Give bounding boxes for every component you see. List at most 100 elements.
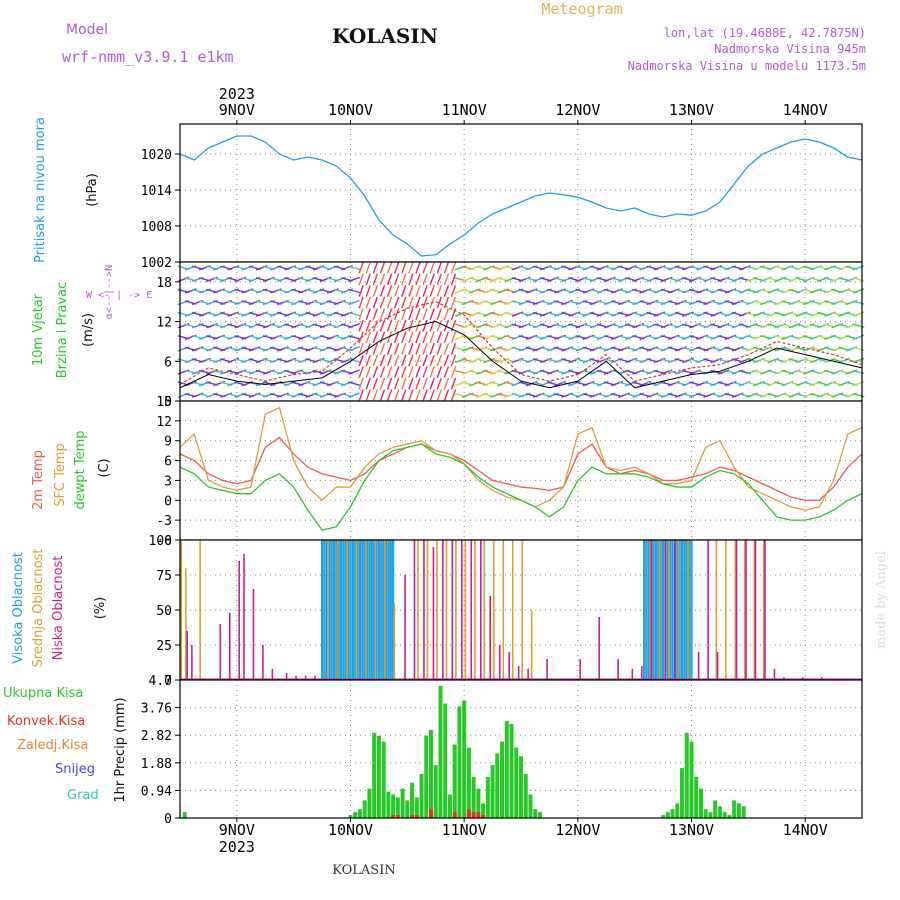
wind-arrow xyxy=(443,285,450,297)
wind-arrow xyxy=(415,366,421,378)
wind-arrow xyxy=(348,311,361,317)
wind-arrow xyxy=(408,319,414,332)
wind-arrow xyxy=(386,377,393,390)
top-day-label: 11NOV xyxy=(442,101,487,119)
wind-arrow xyxy=(372,366,379,378)
wind-arrow xyxy=(443,354,450,367)
wind-arrow xyxy=(372,354,379,367)
precip-bar-0 xyxy=(386,791,391,818)
wind-arrow xyxy=(422,354,428,367)
temp-axis-unit: (C) xyxy=(97,458,112,477)
wind-arrow xyxy=(348,276,360,283)
wind-arrow xyxy=(436,354,443,367)
panel-precip: 0 0.94 1.88 2.82 3.76 4.7 xyxy=(141,674,863,827)
wind-arrow xyxy=(348,381,361,386)
precip-bar-1 xyxy=(414,815,419,818)
wind-arrow xyxy=(408,342,414,355)
top-day-label: 9NOV xyxy=(219,101,255,119)
wind-arrow xyxy=(358,389,364,402)
precip-bar-0 xyxy=(462,700,467,818)
wind-arrow xyxy=(379,331,386,344)
precip-bar-0 xyxy=(424,735,429,818)
precip-bar-0 xyxy=(433,765,438,818)
wind-arrow xyxy=(365,354,371,367)
wind-arrow xyxy=(386,273,393,286)
wind-arrow-field xyxy=(177,261,865,402)
wind-arrow xyxy=(401,354,407,367)
wind-arrow xyxy=(401,377,407,390)
wind-arrow xyxy=(348,392,360,398)
precip-bar-0 xyxy=(357,809,362,818)
wind-arrow xyxy=(379,261,386,274)
wind-arrow xyxy=(436,366,443,378)
wind-arrow xyxy=(372,285,379,297)
precip-bar-0 xyxy=(736,803,741,818)
wind-arrow xyxy=(379,296,386,309)
precip-bar-0 xyxy=(684,732,689,818)
wind-arrow xyxy=(358,366,364,378)
wind-gust-line xyxy=(179,301,863,385)
wind-arrow xyxy=(429,308,435,321)
wind-arrow xyxy=(443,261,450,274)
precip-bar-1 xyxy=(391,815,396,818)
wind-arrow xyxy=(429,342,435,355)
wind-arrow xyxy=(401,296,407,309)
wind-arrow xyxy=(429,354,435,367)
precip-ytick-label-3: 2.82 xyxy=(141,729,172,744)
precip-bar-0 xyxy=(528,794,533,818)
wind-arrow xyxy=(401,308,407,321)
precip-bar-1 xyxy=(452,812,457,818)
wind-arrow xyxy=(365,377,371,390)
wind-arrow xyxy=(358,308,364,321)
wind-ytick-label-0: 0 xyxy=(164,395,172,410)
wind-arrow xyxy=(422,389,428,402)
lonlat-label: lon,lat (19.4688E, 42.7875N) xyxy=(664,26,866,40)
precip-bar-0 xyxy=(680,768,685,818)
precip-ytick-label-1: 0.94 xyxy=(141,784,172,799)
precip-bar-0 xyxy=(727,815,732,818)
legend-total: Ukupna Kisa xyxy=(3,686,83,701)
precip-axis-labels: 1hr Precip (mm) Ukupna Kisa Konvek.Kisa … xyxy=(3,686,128,803)
pressure-ytick-label-0: 1002 xyxy=(141,256,172,271)
precip-bar-0 xyxy=(741,806,746,818)
wind-arrow xyxy=(408,296,414,309)
precip-bar-0 xyxy=(708,812,713,818)
wind-arrow xyxy=(365,331,371,344)
temperature-series-2-line xyxy=(179,443,863,531)
top-day-label: 13NOV xyxy=(669,101,714,119)
wind-arrow xyxy=(401,366,407,378)
precip-bar-0 xyxy=(495,753,500,818)
wind-arrow xyxy=(386,261,393,274)
precip-bar-0 xyxy=(485,776,490,818)
temp-axis-labels: 2m Temp SFC Temp dewpt Temp (C) xyxy=(31,430,112,509)
precip-axis-unit: 1hr Precip (mm) xyxy=(113,697,128,802)
wind-arrow xyxy=(450,377,457,390)
panel-clouds: 0 25 50 75 100 xyxy=(149,534,863,689)
clouds-ytick-label-2: 50 xyxy=(156,604,172,619)
cloud-axis-unit: (%) xyxy=(93,597,108,620)
wind-arrow xyxy=(393,319,400,332)
panel-pressure: 1002 1008 1014 1020 xyxy=(141,123,863,271)
wind-arrow xyxy=(379,285,386,297)
model-elevation-label: Nadmorska Visina u modelu 1173.5m xyxy=(628,59,866,73)
precip-bar-0 xyxy=(395,797,400,818)
precip-bar-1 xyxy=(429,809,434,818)
station-title: KOLASIN xyxy=(332,24,438,48)
wind-arrow xyxy=(386,285,393,297)
wind-arrow xyxy=(348,369,360,375)
precip-bar-0 xyxy=(698,788,703,818)
wind-plot-area xyxy=(180,262,862,401)
wind-arrow xyxy=(365,366,371,378)
credit-label: made by Angel xyxy=(874,551,889,649)
precip-bar-0 xyxy=(367,788,372,818)
precip-bar-0 xyxy=(429,729,434,818)
bottom-day-label: 10NOV xyxy=(328,821,373,839)
precip-bar-0 xyxy=(391,794,396,818)
top-day-label: 14NOV xyxy=(783,101,828,119)
bottom-day-label: 11NOV xyxy=(442,821,487,839)
wind-arrow xyxy=(436,261,443,274)
precip-bar-1 xyxy=(471,812,476,818)
precip-bar-0 xyxy=(523,773,528,818)
wind-arrow xyxy=(365,319,371,332)
model-label: Model xyxy=(66,22,108,38)
